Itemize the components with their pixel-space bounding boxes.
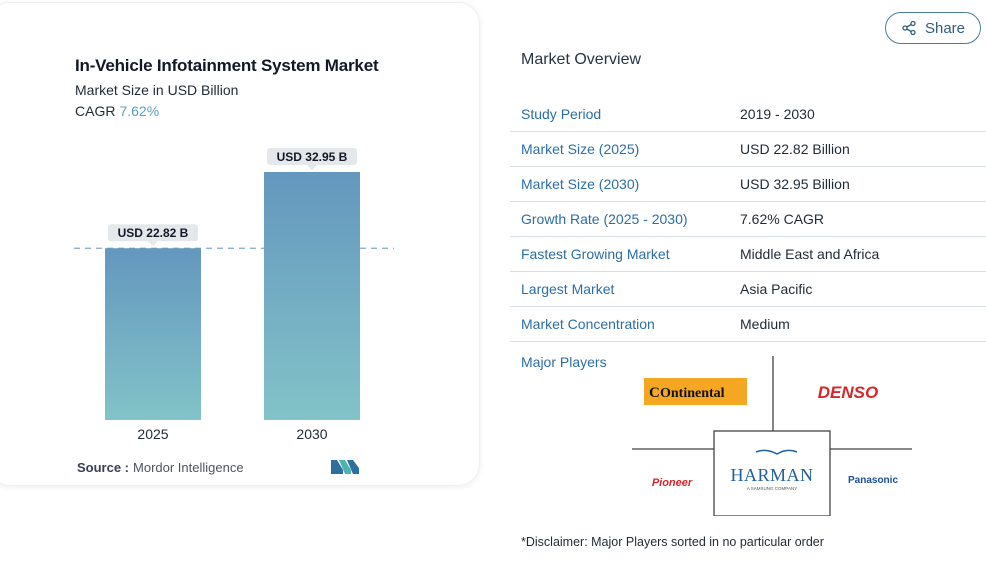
share-button[interactable]: Share — [885, 12, 981, 44]
major-players-grid: C Ontinental DENSO HARMAN A SAMSUNG COMP… — [632, 356, 912, 516]
share-label: Share — [924, 19, 966, 37]
chart-title: In-Vehicle Infotainment System Market — [75, 56, 379, 75]
cagr-line: CAGR 7.62% — [75, 103, 159, 119]
major-players-label: Major Players — [521, 354, 607, 370]
overview-value: 2019 - 2030 — [740, 106, 815, 122]
chart-card — [0, 2, 480, 486]
x-tick-label: 2030 — [296, 426, 327, 442]
overview-value: USD 32.95 Billion — [740, 176, 850, 192]
data-label: USD 22.82 B — [118, 226, 189, 240]
overview-row: Largest Market Asia Pacific — [510, 272, 986, 307]
overview-value: USD 22.82 Billion — [740, 141, 850, 157]
harman-subtext: A SAMSUNG COMPANY — [747, 486, 797, 491]
overview-label: Study Period — [521, 106, 602, 122]
data-label-pointer — [148, 241, 158, 247]
overview-table: Study Period 2019 - 2030 Market Size (202… — [510, 97, 986, 342]
overview-value: Medium — [740, 316, 790, 332]
disclaimer: *Disclaimer: Major Players sorted in no … — [521, 535, 824, 549]
source-value: Mordor Intelligence — [133, 460, 244, 475]
panasonic-logo: Panasonic — [848, 475, 898, 486]
continental-logo: C Ontinental — [644, 378, 747, 405]
overview-label: Fastest Growing Market — [521, 246, 670, 262]
bar-2025 — [105, 248, 201, 420]
overview-row: Market Size (2025) USD 22.82 Billion — [510, 132, 986, 167]
denso-logo: DENSO — [818, 383, 878, 402]
cagr-label: CAGR — [75, 103, 116, 119]
share-icon — [902, 20, 916, 36]
overview-label: Market Size (2030) — [521, 176, 640, 192]
mordor-intelligence-logo — [331, 460, 359, 474]
overview-row: Market Concentration Medium — [510, 307, 986, 342]
data-label-pointer — [307, 165, 317, 170]
source-label: Source : — [77, 460, 130, 475]
overview-label: Largest Market — [521, 281, 615, 297]
data-label-bg — [108, 224, 198, 242]
bar-2030 — [264, 172, 360, 420]
overview-value: 7.62% CAGR — [740, 211, 825, 227]
source-line: Source : Mordor Intelligence — [77, 460, 244, 475]
data-label-bg — [267, 148, 357, 165]
bar-chart: USD 22.82 B 2025 USD 32.95 B 2030 — [74, 148, 394, 442]
harman-text: HARMAN — [730, 465, 813, 485]
overview-value: Middle East and Africa — [740, 246, 880, 262]
harman-logo: HARMAN A SAMSUNG COMPANY — [730, 449, 813, 491]
overview-label: Growth Rate (2025 - 2030) — [521, 211, 688, 227]
pioneer-logo: Pioneer — [652, 477, 693, 489]
overview-value: Asia Pacific — [740, 281, 813, 297]
overview-row: Fastest Growing Market Middle East and Af… — [510, 237, 986, 272]
overview-label: Market Size (2025) — [521, 141, 640, 157]
data-label: USD 32.95 B — [277, 150, 348, 164]
chart-subtitle: Market Size in USD Billion — [75, 82, 239, 98]
overview-row: Study Period 2019 - 2030 — [510, 97, 986, 132]
continental-text: Ontinental — [660, 386, 725, 401]
overview-title: Market Overview — [521, 51, 642, 68]
overview-row: Growth Rate (2025 - 2030) 7.62% CAGR — [510, 202, 986, 237]
continental-c: C — [649, 385, 660, 401]
x-tick-label: 2025 — [137, 426, 168, 442]
overview-row: Market Size (2030) USD 32.95 Billion — [510, 167, 986, 202]
overview-label: Market Concentration — [521, 316, 655, 332]
cagr-value: 7.62% — [119, 103, 160, 119]
